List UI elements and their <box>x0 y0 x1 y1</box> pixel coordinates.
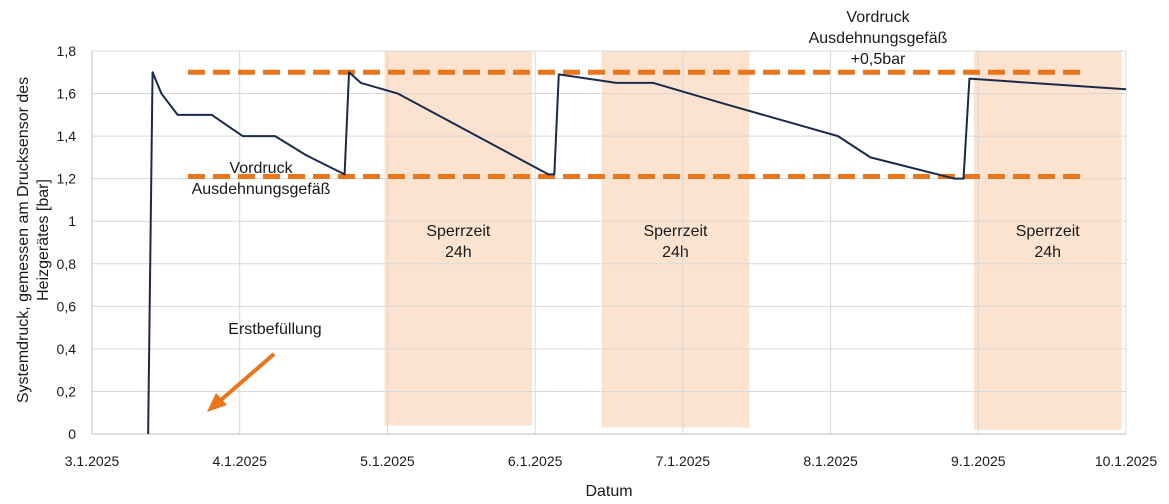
sperrzeit-duration-label: 24h <box>662 244 689 261</box>
y-tick-label: 0,8 <box>57 256 77 272</box>
y-tick-label: 0,6 <box>57 298 77 314</box>
sperrzeit-label: Sperrzeit <box>1016 223 1081 240</box>
annotation-vordruck: Vordruck <box>229 160 293 177</box>
y-tick-label: 0,4 <box>57 341 77 357</box>
shaded-regions: Sperrzeit 24h Sperrzeit 24h Sperrzeit 24h <box>384 51 1122 430</box>
x-tick-label: 7.1.2025 <box>656 453 711 469</box>
y-tick-label: 0,2 <box>57 383 77 399</box>
sperrzeit-region-3 <box>973 51 1122 430</box>
annotation-vordruck-plus: Ausdehnungsgefäß <box>809 30 948 47</box>
y-axis-title-line: Heizgerätes [bar] <box>35 179 52 301</box>
x-axis-title: Datum <box>585 483 632 500</box>
series-line <box>147 71 1127 435</box>
sperrzeit-label: Sperrzeit <box>643 223 708 240</box>
sperrzeit-duration-label: 24h <box>445 244 472 261</box>
x-tick-label: 3.1.2025 <box>65 453 120 469</box>
y-tick-label: 0 <box>68 426 76 442</box>
data-series <box>147 71 1127 435</box>
tick-labels: 0 0,2 0,4 0,6 0,8 1 1,2 1,4 1,6 1,8 3.1.2025 4.1.20… <box>15 43 1157 500</box>
erstbefuellung-arrow-shaft <box>219 352 276 402</box>
x-tick-label: 6.1.2025 <box>508 453 563 469</box>
x-tick-label: 9.1.2025 <box>951 453 1006 469</box>
annotation-vordruck: Ausdehnungsgefäß <box>192 181 331 198</box>
annotation-erstbefuellung: Erstbefüllung <box>228 321 321 338</box>
annotation-vordruck-plus: +0,5bar <box>851 51 906 68</box>
y-axis-title: Systemdruck, gemessen am Drucksensor des… <box>15 77 52 403</box>
erstbefuellung-arrow-head <box>207 393 227 412</box>
y-tick-label: 1,6 <box>57 86 77 102</box>
x-tick-label: 10.1.2025 <box>1095 453 1157 469</box>
y-axis-title-line: Systemdruck, gemessen am Drucksensor des <box>15 77 32 403</box>
axes <box>91 51 1126 435</box>
y-tick-label: 1 <box>68 213 76 229</box>
sperrzeit-region-2 <box>601 51 750 428</box>
x-tick-label: 4.1.2025 <box>212 453 267 469</box>
x-tick-label: 5.1.2025 <box>360 453 415 469</box>
y-tick-label: 1,8 <box>57 43 77 59</box>
sperrzeit-duration-label: 24h <box>1034 244 1061 261</box>
y-tick-label: 1,2 <box>57 171 77 187</box>
y-tick-label: 1,4 <box>57 128 77 144</box>
annotations: Vordruck Ausdehnungsgefäß Vordruck Ausdehnu… <box>192 9 948 412</box>
sperrzeit-label: Sperrzeit <box>426 223 491 240</box>
annotation-vordruck-plus: Vordruck <box>846 9 910 26</box>
x-tick-label: 8.1.2025 <box>803 453 858 469</box>
sperrzeit-region-1 <box>384 51 533 426</box>
